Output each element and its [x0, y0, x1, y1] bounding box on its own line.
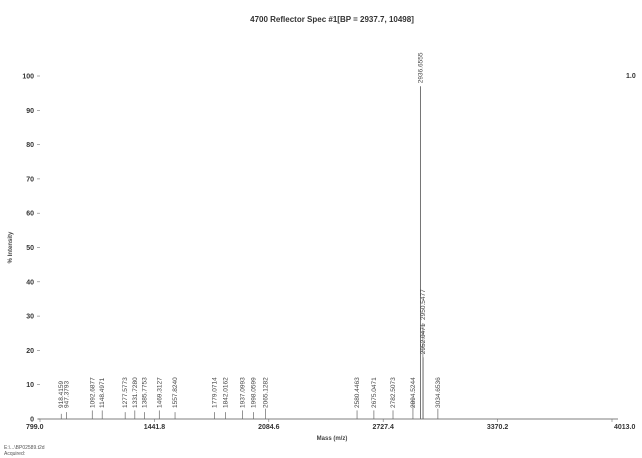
peak-label: 1998.0599 [250, 377, 257, 408]
x-tick-label: 2727.4 [372, 424, 394, 431]
peak-label: 2675.0471 [371, 377, 378, 408]
peak-label: 3034.6536 [435, 377, 442, 408]
peak-label: 2936.6555 [417, 52, 424, 83]
peak-label: 1469.3127 [156, 377, 163, 408]
peak-label: 1277.5773 [122, 377, 129, 408]
peak-label: 2952.0471 [420, 323, 427, 354]
y-tick-label: 40 [26, 279, 34, 286]
peak-label: 2580.4463 [354, 377, 361, 408]
peak-label: 947.3793 [63, 381, 70, 408]
y-tick-label: 60 [26, 211, 34, 218]
y-tick-label: 30 [26, 314, 34, 321]
x-tick-label: 3370.2 [487, 424, 509, 431]
y-tick-label: 90 [26, 108, 34, 115]
peak-label: 1092.6877 [89, 377, 96, 408]
peaks-group [60, 86, 439, 419]
peak-label: 1385.7753 [141, 377, 148, 408]
x-tick-label: 2084.6 [258, 424, 280, 431]
x-tick-label: 799.0 [26, 424, 44, 431]
x-tick-label: 4013.0 [614, 424, 636, 431]
y-tick-label: 0 [30, 417, 34, 424]
peak-label: 2065.1282 [262, 377, 269, 408]
peak-label: 1779.0714 [211, 377, 218, 408]
right-axis-label: 1.0 [626, 73, 636, 80]
peak-label: 2782.5073 [390, 377, 397, 408]
y-axis-ticks: 0 10 20 30 40 50 60 70 80 90 100 [22, 74, 40, 424]
peak-label: 1937.0993 [240, 377, 247, 408]
x-axis-ticks: 799.0 1441.8 2084.6 2727.4 3370.2 4013.0 [26, 419, 636, 431]
footer-acquired: Acquired: [4, 451, 25, 457]
peak-label: 1148.4971 [99, 377, 106, 408]
peak-label: 2894.5244 [410, 377, 417, 408]
y-tick-label: 80 [26, 142, 34, 149]
peak-label: 1557.8240 [172, 377, 179, 408]
x-axis-title: Mass (m/z) [317, 436, 348, 442]
y-tick-label: 10 [26, 382, 34, 389]
y-tick-label: 50 [26, 245, 34, 252]
y-tick-label: 20 [26, 348, 34, 355]
y-tick-label: 100 [22, 74, 34, 81]
x-tick-label: 1441.8 [144, 424, 166, 431]
chart-title: 4700 Reflector Spec #1[BP = 2937.7, 1049… [250, 15, 414, 24]
peak-label: 1331.7280 [132, 377, 139, 408]
y-tick-label: 70 [26, 176, 34, 183]
peak-label: 1842.0162 [223, 377, 230, 408]
footer-file-path: E:\...\BP02589.t2d [4, 445, 45, 451]
y-axis-title: % Intensity [8, 231, 14, 263]
peak-label: 2950.5477 [420, 289, 427, 320]
peak-label: 918.4159 [58, 381, 65, 408]
